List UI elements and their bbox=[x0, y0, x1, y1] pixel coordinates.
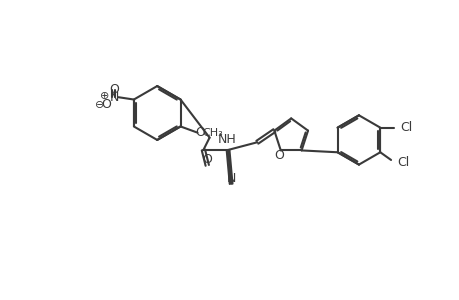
Text: NH: NH bbox=[217, 133, 235, 146]
Text: ⊕: ⊕ bbox=[100, 92, 109, 101]
Text: O: O bbox=[202, 153, 212, 166]
Text: O: O bbox=[101, 98, 111, 111]
Text: O: O bbox=[274, 149, 284, 162]
Text: N: N bbox=[226, 172, 235, 185]
Text: O: O bbox=[195, 126, 204, 139]
Text: O: O bbox=[109, 83, 118, 96]
Text: ⊖: ⊖ bbox=[95, 100, 105, 110]
Text: $\mathregular{N}$: $\mathregular{N}$ bbox=[108, 91, 119, 104]
Text: Cl: Cl bbox=[399, 121, 412, 134]
Text: CH₃: CH₃ bbox=[202, 128, 223, 138]
Text: Cl: Cl bbox=[397, 156, 409, 169]
